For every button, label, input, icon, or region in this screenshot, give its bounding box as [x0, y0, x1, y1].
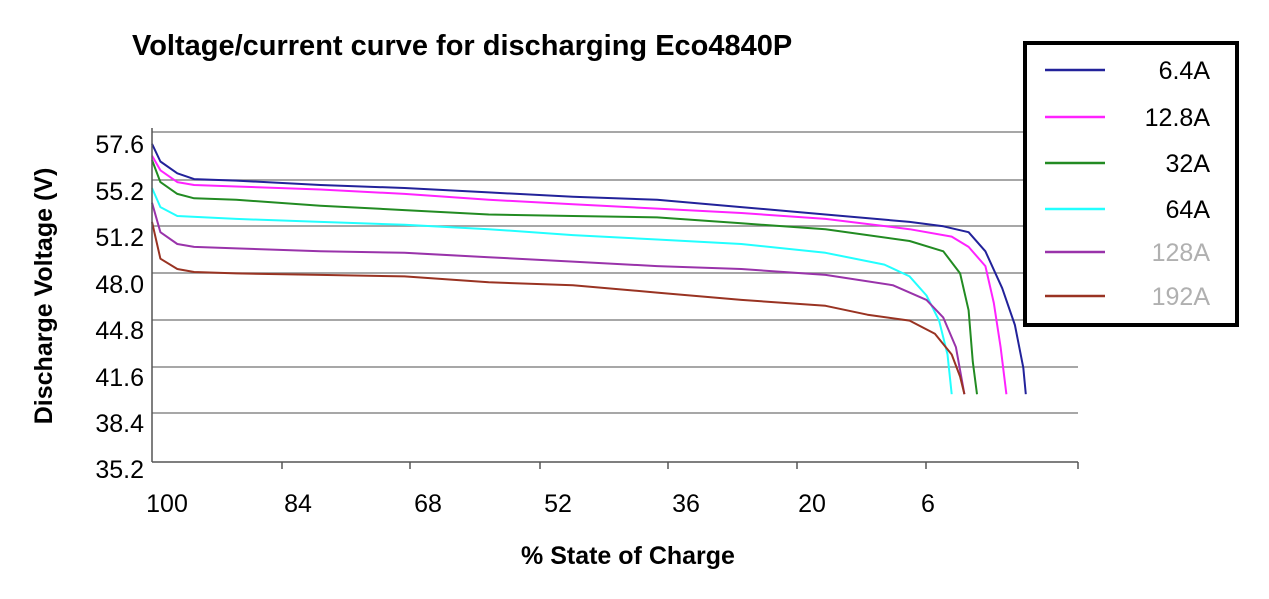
series-line-6-4a	[151, 143, 1027, 395]
x-tick-label: 68	[414, 490, 442, 518]
y-tick-label: 44.8	[95, 317, 144, 345]
legend-label: 192A	[1152, 283, 1211, 311]
series-line-32a	[151, 159, 978, 395]
x-tick-label: 36	[672, 490, 700, 518]
y-tick-label: 38.4	[95, 410, 144, 438]
legend-label: 128A	[1152, 239, 1211, 267]
y-tick-label: 35.2	[95, 456, 144, 484]
x-tick-label: 100	[146, 490, 188, 518]
y-tick-label: 51.2	[95, 224, 144, 252]
y-axis-label: Discharge Voltage (V)	[30, 168, 58, 425]
grid-lines	[152, 131, 1078, 414]
y-tick-label: 55.2	[95, 178, 144, 206]
legend-label: 12.8A	[1145, 104, 1211, 132]
chart-title: Voltage/current curve for discharging Ec…	[132, 30, 792, 62]
y-tick-labels: 57.6 55.2 51.2 48.0 44.8 41.6 38.4 35.2	[95, 131, 144, 484]
y-tick-label: 41.6	[95, 364, 144, 392]
axes	[151, 128, 1079, 469]
x-tick-label: 84	[284, 490, 312, 518]
x-tick-labels: 100 84 68 52 36 20 6	[146, 490, 935, 518]
y-tick-label: 48.0	[95, 271, 144, 299]
legend: 6.4A 12.8A 32A 64A 128A 192A	[1023, 41, 1239, 327]
x-axis-label: % State of Charge	[521, 542, 735, 570]
legend-label: 6.4A	[1159, 57, 1211, 85]
x-tick-label: 6	[921, 490, 935, 518]
x-tick-label: 52	[544, 490, 572, 518]
legend-label: 64A	[1166, 196, 1211, 224]
series-lines	[151, 143, 1027, 395]
series-line-128a	[151, 202, 966, 395]
series-line-192a	[151, 221, 966, 395]
legend-box	[1023, 41, 1239, 327]
series-line-12-8a	[151, 155, 1008, 395]
y-tick-label: 57.6	[95, 131, 144, 159]
x-tick-label: 20	[798, 490, 826, 518]
legend-label: 32A	[1166, 150, 1211, 178]
